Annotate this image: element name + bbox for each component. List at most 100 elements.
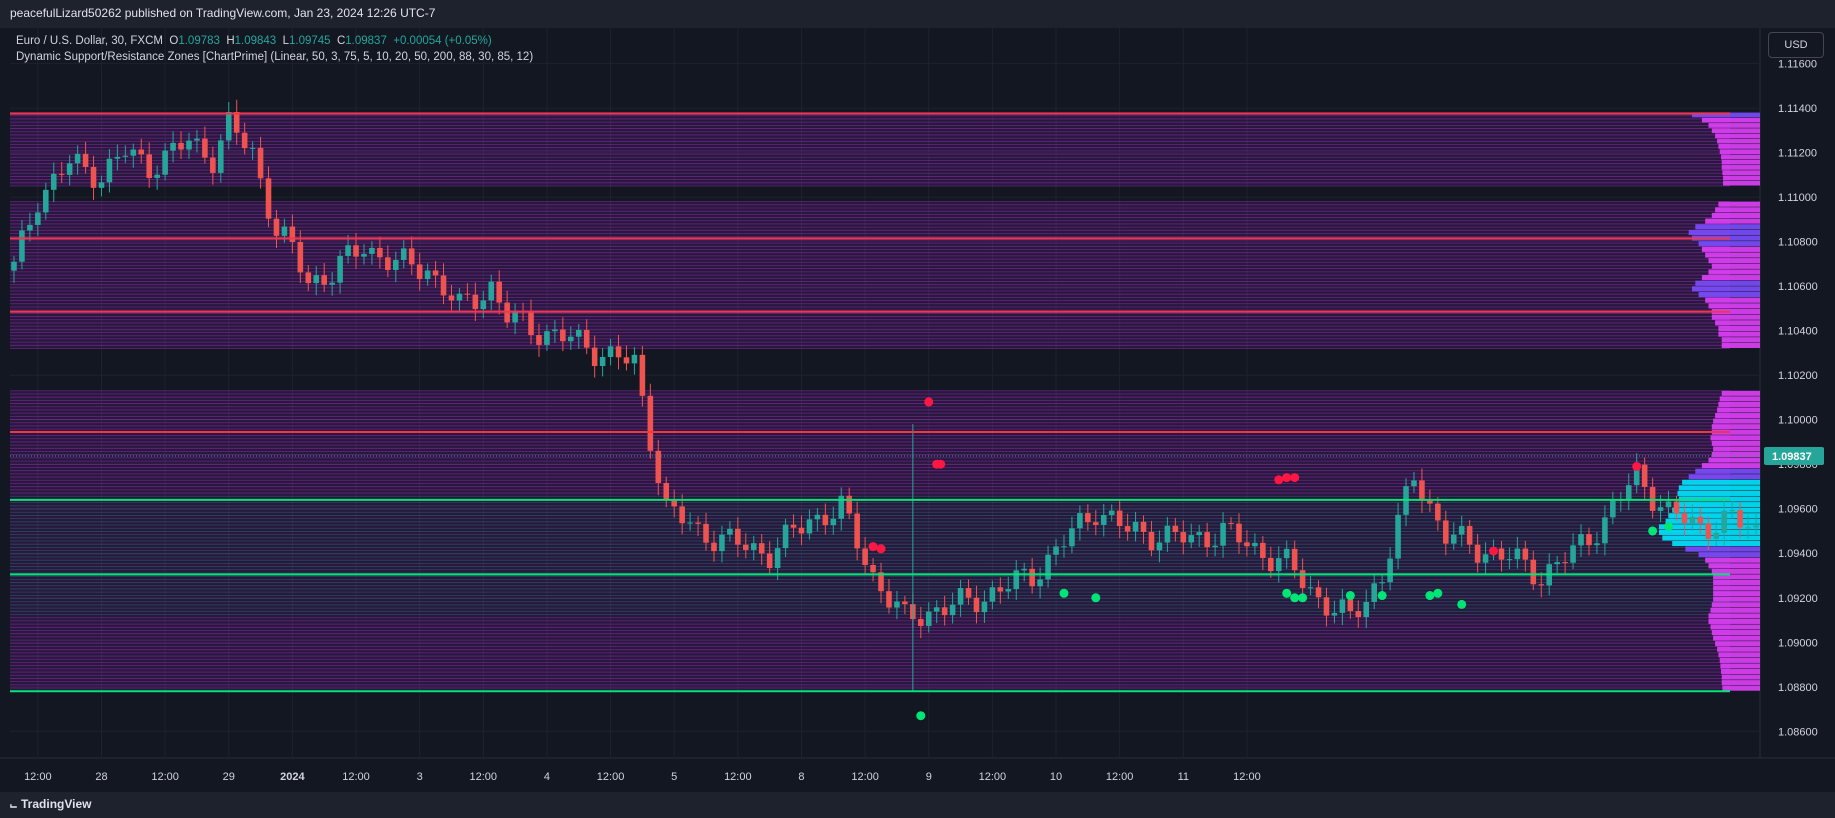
candle-body [43, 189, 49, 213]
volume-profile-bar [1715, 320, 1760, 326]
candle-body [329, 282, 335, 285]
candle-body [257, 147, 264, 179]
candle-body [1260, 542, 1266, 558]
candle-body [1673, 501, 1680, 514]
volume-profile-bar [1713, 585, 1760, 591]
volume-profile-bar [1713, 591, 1760, 597]
x-tick-label: 9 [926, 771, 932, 783]
volume-profile-bar [1692, 112, 1760, 118]
candle-body [1108, 510, 1115, 515]
candle-body [790, 524, 797, 528]
candle-body [1331, 612, 1338, 616]
candle-body [178, 142, 184, 150]
volume-profile-bar [1708, 563, 1760, 569]
volume-profile-bar [1715, 413, 1760, 419]
symbol-name: Euro / U.S. Dollar, 30, FXCM [16, 35, 163, 47]
candle-body [1705, 523, 1712, 539]
candle-body [1689, 516, 1696, 524]
tradingview-logo[interactable]: ⨽ TradingView [10, 797, 91, 812]
y-tick-label: 1.11000 [1778, 192, 1817, 204]
y-tick-label: 1.09600 [1778, 504, 1818, 516]
candle-body [941, 607, 948, 616]
candle-body [1069, 528, 1075, 547]
candle-body [1196, 532, 1202, 536]
x-tick-label: 8 [798, 771, 804, 783]
candle-body [1737, 510, 1743, 528]
candle-body [1721, 510, 1727, 533]
volume-profile-bar [1708, 618, 1760, 624]
volume-profile-bar [1721, 154, 1760, 160]
volume-profile-bar [1708, 303, 1760, 309]
candle-body [448, 295, 455, 301]
candle-body [1252, 542, 1258, 547]
candle-body [1530, 559, 1537, 585]
open-label: O [169, 35, 179, 47]
candle-body [27, 224, 33, 231]
buy-signal-dot [1425, 591, 1435, 601]
volume-profile-bar [1710, 607, 1760, 613]
volume-profile-bar [1698, 241, 1760, 247]
candle-body [1013, 570, 1020, 590]
candle-body [1610, 500, 1616, 518]
candle-body [1570, 545, 1576, 563]
candle-body [1156, 542, 1163, 551]
candle-body [464, 293, 471, 295]
candle-body [241, 132, 248, 149]
volume-profile-bar [1682, 479, 1760, 485]
candle-body [1148, 531, 1155, 551]
volume-profile-bar [1711, 314, 1760, 320]
currency-button[interactable]: USD [1768, 32, 1824, 58]
candle-body [1554, 562, 1560, 565]
x-tick-label: 28 [95, 771, 107, 783]
candle-body [98, 182, 105, 188]
candle-body [424, 270, 431, 280]
volume-profile-bar [1701, 275, 1760, 281]
x-tick-label: 5 [671, 771, 677, 783]
candle-body [798, 527, 805, 534]
sell-signal-dot [868, 542, 878, 552]
y-tick-label: 1.10600 [1778, 281, 1818, 293]
tradingview-logo-icon: ⨽ [10, 797, 18, 811]
volume-profile-bar [1721, 337, 1760, 343]
low-value: 1.09745 [289, 35, 331, 47]
candle-body [528, 311, 534, 336]
candle-body [1220, 522, 1226, 546]
published-text: peacefulLizard50262 published on Trading… [10, 6, 436, 20]
candle-body [1275, 558, 1282, 572]
price-axis-panel[interactable] [1760, 28, 1835, 792]
candle-body [249, 147, 256, 149]
candle-body [321, 275, 327, 285]
buy-signal-dot [1298, 593, 1308, 603]
candle-body [575, 330, 582, 337]
volume-profile-bar [1713, 596, 1760, 602]
volume-profile-bar [1711, 212, 1760, 219]
x-tick-label: 12:00 [724, 771, 752, 783]
candle-body [1005, 589, 1012, 592]
candle-body [170, 142, 176, 151]
candle-body [1164, 525, 1171, 543]
sell-signal-dot [1632, 461, 1642, 471]
buy-signal-dot [1091, 593, 1101, 603]
volume-profile-bar [1718, 331, 1760, 337]
candle-body [870, 564, 876, 573]
volume-profile-bar [1718, 325, 1760, 332]
buy-signal-dot [1345, 591, 1355, 601]
volume-profile-bar [1695, 224, 1760, 230]
x-tick-label: 12:00 [24, 771, 52, 783]
candle-body [703, 523, 709, 543]
chart-area[interactable]: 1.11600 1.11400 1.11200 1.11000 1.10800 1.106… [0, 28, 1835, 792]
volume-profile-bar [1721, 342, 1760, 348]
candle-body [210, 157, 216, 173]
x-tick-label: 12:00 [597, 771, 625, 783]
candle-body [90, 166, 97, 188]
volume-profile-bar [1698, 291, 1760, 298]
candle-body [1085, 513, 1091, 523]
candle-body [11, 261, 17, 271]
candle-body [679, 506, 685, 524]
candle-body [639, 354, 646, 396]
volume-profile-bar [1713, 418, 1760, 424]
candle-body [552, 329, 558, 332]
volume-profile-bar [1713, 579, 1760, 586]
candle-body [1132, 521, 1139, 532]
candle-body [544, 331, 550, 345]
